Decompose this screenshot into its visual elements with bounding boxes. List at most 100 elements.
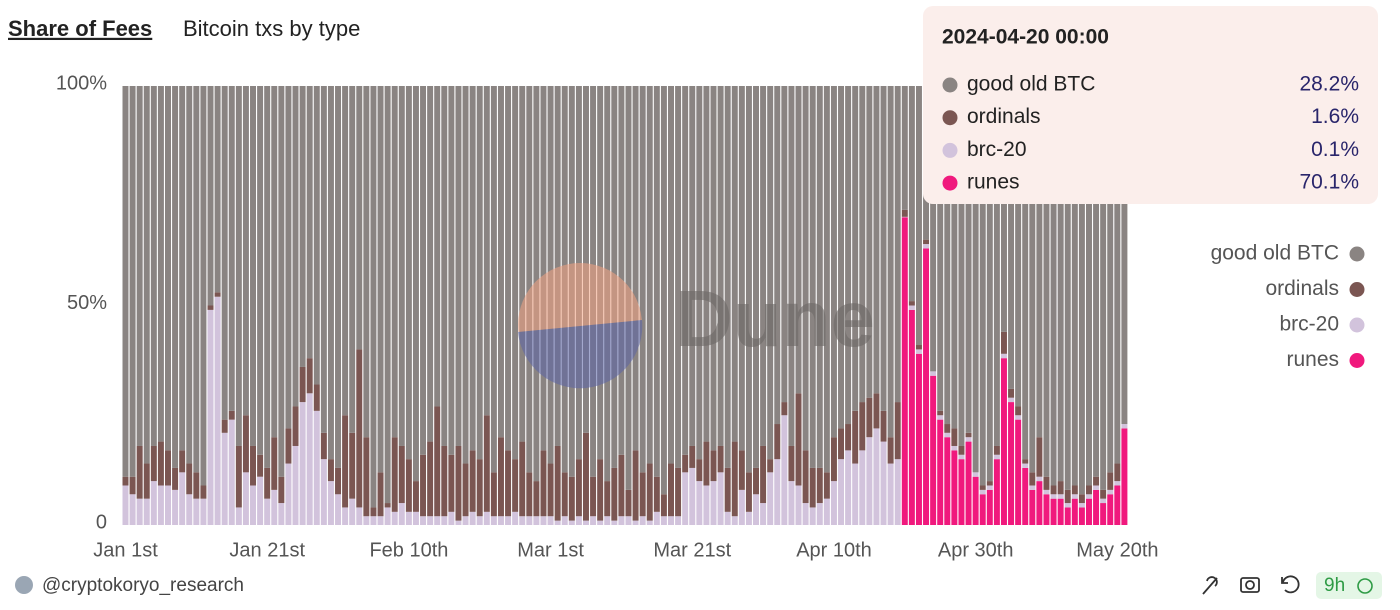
bar-segment bbox=[327, 86, 334, 460]
bar-segment bbox=[646, 86, 653, 464]
bar-segment bbox=[391, 511, 398, 525]
bar-segment bbox=[405, 459, 412, 512]
bar-segment bbox=[986, 481, 993, 486]
legend-label[interactable]: good old BTC bbox=[1211, 242, 1339, 265]
chart-title[interactable]: Share of Fees bbox=[8, 16, 152, 41]
bar-segment bbox=[731, 516, 738, 525]
legend-label[interactable]: brc-20 bbox=[1279, 313, 1339, 336]
bar-segment bbox=[689, 467, 696, 525]
bar-segment bbox=[915, 353, 922, 525]
bar-segment bbox=[136, 86, 143, 446]
bar-segment bbox=[993, 454, 1000, 460]
tooltip-label: good old BTC bbox=[967, 73, 1095, 96]
bar-segment bbox=[448, 454, 455, 512]
bar-segment bbox=[1085, 498, 1092, 525]
legend-swatch[interactable] bbox=[1349, 246, 1365, 262]
bar-segment bbox=[377, 472, 384, 517]
bar-segment bbox=[611, 520, 618, 525]
bar-segment bbox=[497, 437, 504, 517]
bar-segment bbox=[1107, 472, 1114, 490]
bar-segment bbox=[327, 459, 334, 482]
bar-segment bbox=[547, 516, 554, 525]
bar-segment bbox=[1057, 481, 1064, 495]
bar-segment bbox=[200, 498, 207, 525]
bar-segment bbox=[483, 86, 490, 416]
bar-segment bbox=[923, 248, 930, 525]
bar-segment bbox=[250, 445, 257, 486]
legend-label[interactable]: runes bbox=[1286, 348, 1339, 371]
bar-segment bbox=[660, 86, 667, 495]
bar-segment bbox=[696, 481, 703, 525]
author[interactable]: @cryptokoryo_research bbox=[42, 575, 244, 596]
toolbar bbox=[1202, 575, 1300, 595]
bar-segment bbox=[349, 432, 356, 499]
bar-segment bbox=[618, 516, 625, 525]
legend-swatch[interactable] bbox=[1349, 317, 1365, 333]
icon-refresh[interactable] bbox=[1281, 575, 1300, 594]
bar-segment bbox=[1008, 397, 1015, 403]
bar-segment bbox=[405, 511, 412, 525]
bar-segment bbox=[554, 445, 561, 521]
bar-segment bbox=[852, 86, 859, 411]
bar-segment bbox=[781, 86, 788, 403]
bar-segment bbox=[1000, 353, 1007, 359]
bar-segment bbox=[951, 86, 958, 429]
bar-segment bbox=[356, 507, 363, 525]
bar-segment bbox=[653, 476, 660, 512]
bar-segment bbox=[788, 86, 795, 446]
bar-segment bbox=[724, 86, 731, 468]
bar-segment bbox=[809, 467, 816, 508]
bar-segment bbox=[257, 86, 264, 455]
bar-segment bbox=[122, 86, 129, 477]
bar-segment bbox=[257, 476, 264, 525]
bar-segment bbox=[172, 489, 179, 525]
bar-segment bbox=[880, 410, 887, 442]
bar-segment bbox=[540, 86, 547, 451]
bar-segment bbox=[384, 86, 391, 504]
bar-segment bbox=[689, 445, 696, 468]
bar-segment bbox=[703, 86, 710, 442]
bar-segment bbox=[738, 86, 745, 451]
bar-segment bbox=[179, 86, 186, 451]
icon-share[interactable] bbox=[1202, 576, 1218, 595]
bar-segment bbox=[292, 445, 299, 525]
bar-segment bbox=[143, 463, 150, 499]
bar-segment bbox=[802, 503, 809, 525]
bar-segment bbox=[951, 428, 958, 446]
legend-swatch[interactable] bbox=[1349, 282, 1365, 297]
bar-segment bbox=[391, 86, 398, 438]
bar-segment bbox=[398, 86, 405, 446]
bar-segment bbox=[753, 86, 760, 468]
bar-segment bbox=[420, 454, 427, 517]
bar-segment bbox=[384, 503, 391, 508]
bar-segment bbox=[165, 485, 171, 525]
bar-segment bbox=[1036, 476, 1043, 482]
bar-segment bbox=[1093, 489, 1100, 525]
bar-segment bbox=[703, 441, 710, 486]
bar-segment bbox=[852, 463, 859, 525]
bar-segment bbox=[242, 472, 249, 525]
bar-segment bbox=[866, 437, 873, 525]
bar-segment bbox=[221, 86, 228, 420]
bar-segment bbox=[278, 503, 285, 525]
legend-label[interactable]: ordinals bbox=[1265, 277, 1339, 300]
bar-segment bbox=[568, 476, 575, 521]
bar-segment bbox=[306, 86, 313, 359]
bar-segment bbox=[1107, 86, 1114, 473]
bar-segment bbox=[880, 441, 887, 525]
legend-swatch[interactable] bbox=[1349, 353, 1365, 368]
avatar bbox=[15, 576, 33, 594]
bar-segment bbox=[660, 516, 667, 525]
bar-segment bbox=[547, 463, 554, 517]
bar-segment bbox=[228, 410, 235, 420]
bar-segment bbox=[533, 481, 540, 517]
bar-segment bbox=[908, 309, 915, 525]
bar-segment bbox=[221, 419, 228, 433]
bar-segment bbox=[731, 441, 738, 517]
bar-segment bbox=[830, 437, 837, 482]
icon-camera[interactable] bbox=[1240, 577, 1260, 593]
bar-segment bbox=[342, 507, 349, 525]
bar-segment bbox=[1029, 86, 1036, 473]
bar-segment bbox=[519, 441, 526, 517]
bar-segment bbox=[342, 415, 349, 508]
